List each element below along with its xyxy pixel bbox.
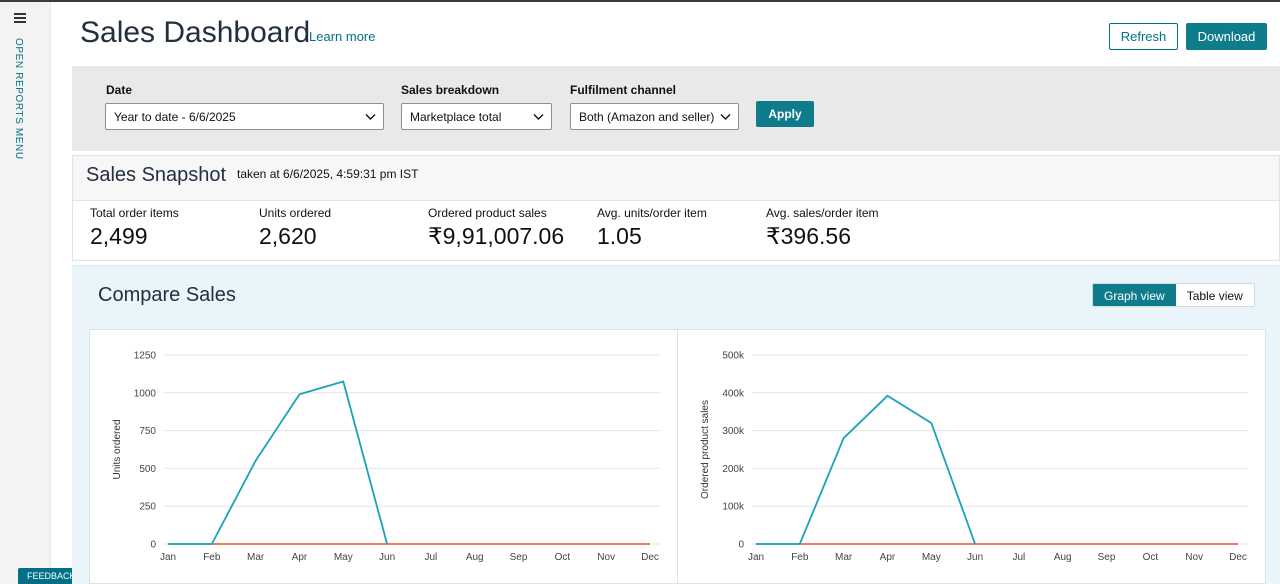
sales-snapshot: Sales Snapshot taken at 6/6/2025, 4:59:3… [72,155,1280,261]
y-tick-label: 500k [722,351,745,362]
metric-value: ₹9,91,007.06 [428,223,565,249]
learn-more-link[interactable]: Learn more [309,29,376,44]
metric-label: Ordered product sales [428,206,547,220]
y-tick-label: 1250 [134,351,157,362]
x-tick-label: Oct [555,552,571,563]
apply-button[interactable]: Apply [756,101,814,127]
compare-sales-title: Compare Sales [98,284,236,306]
y-tick-label: 0 [150,540,156,551]
y-tick-label: 1000 [134,388,157,399]
snapshot-timestamp: taken at 6/6/2025, 4:59:31 pm IST [237,167,419,181]
y-tick-label: 500 [139,464,156,475]
x-tick-label: Jul [1013,552,1026,563]
x-tick-label: Jan [160,552,176,563]
metric-label: Avg. sales/order item [766,206,879,220]
x-tick-label: Jun [379,552,395,563]
series-line-current [756,394,976,545]
fulfilment-channel-value: Both (Amazon and seller) [579,110,715,124]
date-label: Date [106,83,133,97]
x-tick-label: May [922,552,941,563]
x-tick-label: Sep [510,552,528,563]
date-select-value: Year to date - 6/6/2025 [114,110,236,124]
y-axis-label: Ordered product sales [700,400,711,499]
x-tick-label: Dec [641,552,659,563]
x-tick-label: Mar [247,552,265,563]
metric-label: Units ordered [259,206,332,220]
feedback-label: FEEDBACK [27,571,76,581]
reports-rail: OPEN REPORTS MENU [0,2,51,584]
metric-value: ₹396.56 [766,223,851,249]
fulfilment-channel-select[interactable]: Both (Amazon and seller) [570,103,739,130]
y-tick-label: 0 [738,540,744,551]
snapshot-header: Sales Snapshot taken at 6/6/2025, 4:59:3… [73,156,1279,201]
graph-view-tab[interactable]: Graph view [1093,284,1176,306]
view-toggle: Graph view Table view [1092,283,1255,307]
x-tick-label: Apr [292,552,308,563]
download-button[interactable]: Download [1186,23,1267,50]
page-title: Sales Dashboard [80,16,311,49]
series-line-current [168,380,388,545]
y-tick-label: 100k [722,502,745,513]
metric-units-ordered: Units ordered 2,620 [259,206,331,250]
metric-value: 2,620 [259,223,317,249]
x-tick-label: Nov [1185,552,1203,563]
open-reports-menu-link[interactable]: OPEN REPORTS MENU [13,38,24,160]
metric-value: 2,499 [90,223,148,249]
table-view-tab[interactable]: Table view [1175,284,1254,306]
y-tick-label: 300k [722,426,745,437]
x-tick-label: Aug [1054,552,1072,563]
x-tick-label: Jul [425,552,438,563]
y-axis-label: Units ordered [112,419,123,479]
x-tick-label: Dec [1229,552,1247,563]
metric-avg-sales-order-item: Avg. sales/order item ₹396.56 [766,206,879,250]
y-tick-label: 750 [139,426,156,437]
chevron-down-icon [533,114,544,120]
y-tick-label: 400k [722,388,745,399]
x-tick-label: May [334,552,353,563]
sales-breakdown-label: Sales breakdown [401,83,500,97]
date-select[interactable]: Year to date - 6/6/2025 [105,103,384,130]
x-tick-label: Jan [748,552,764,563]
x-tick-label: Nov [597,552,615,563]
metric-label: Avg. units/order item [597,206,707,220]
units-ordered-chart-panel: 0 250 500 750 1000 1250 Jan Feb Mar Apr May Jun Jul A… [89,329,678,584]
snapshot-title: Sales Snapshot [86,164,227,186]
metric-avg-units-order-item: Avg. units/order item 1.05 [597,206,707,250]
ordered-sales-chart-panel: 0 100k 200k 300k 400k 500k Jan Feb Mar Apr May Jun J… [677,329,1266,584]
x-tick-label: Jun [967,552,983,563]
fulfilment-channel-label: Fulfilment channel [570,83,677,97]
metric-total-order-items: Total order items 2,499 [90,206,179,250]
x-tick-label: Feb [203,552,221,563]
metric-value: 1.05 [597,223,642,249]
units-ordered-chart: 0 250 500 750 1000 1250 Jan Feb Mar Apr May Jun Jul A… [112,351,660,563]
sales-breakdown-select[interactable]: Marketplace total [401,103,552,130]
metric-label: Total order items [90,206,179,220]
x-tick-label: Sep [1098,552,1116,563]
top-border [0,0,1280,2]
chevron-down-icon [720,114,731,120]
chevron-down-icon [365,114,376,120]
y-tick-label: 200k [722,464,745,475]
x-tick-label: Apr [880,552,896,563]
x-tick-label: Feb [791,552,809,563]
y-tick-label: 250 [139,502,156,513]
hamburger-menu-icon[interactable] [14,13,26,23]
ordered-sales-chart: 0 100k 200k 300k 400k 500k Jan Feb Mar Apr May Jun J… [700,351,1248,563]
sales-breakdown-value: Marketplace total [410,110,502,124]
filter-bar: Date Year to date - 6/6/2025 Sales break… [72,66,1280,151]
x-tick-label: Aug [466,552,484,563]
x-tick-label: Mar [835,552,853,563]
refresh-button[interactable]: Refresh [1109,23,1178,50]
metric-ordered-product-sales: Ordered product sales ₹9,91,007.06 [428,206,564,250]
x-tick-label: Oct [1143,552,1159,563]
